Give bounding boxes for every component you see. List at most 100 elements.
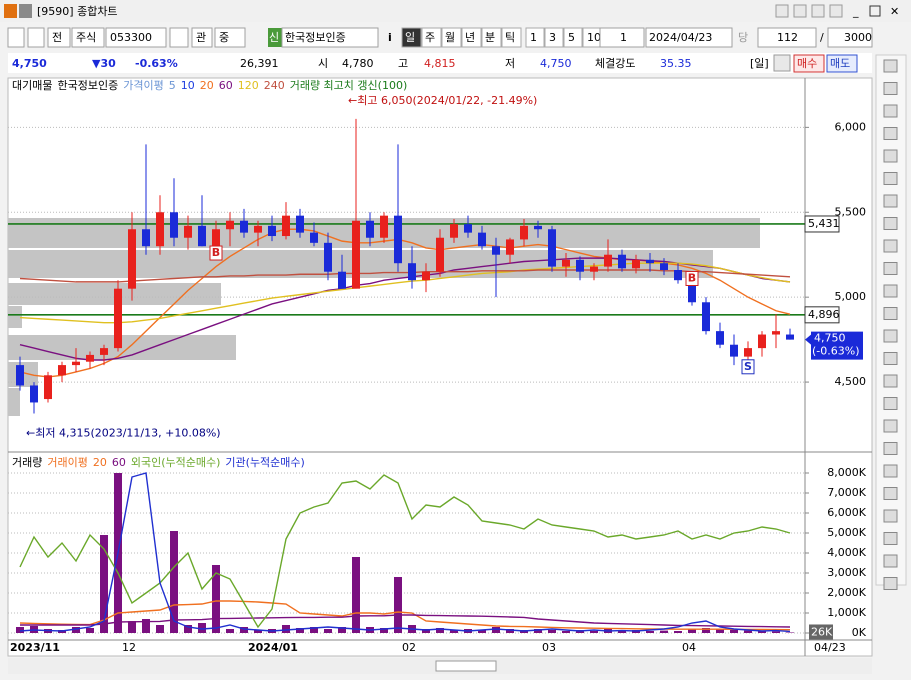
tool-icon[interactable] [883,352,898,365]
tool-icon[interactable] [883,104,898,118]
btn[interactable] [47,27,71,48]
date-box[interactable] [645,27,733,48]
search[interactable] [169,27,189,48]
stock-name: 한국정보인증 [285,31,346,44]
volume-bar [394,577,402,633]
btn[interactable] [7,27,25,48]
candle-body [744,348,752,357]
close[interactable]: ✕ [890,5,899,18]
buy-btn[interactable] [793,54,825,73]
x-tick-label: 2023/11 [10,641,60,654]
tool-icon[interactable] [883,577,898,590]
signal-marker [209,245,223,261]
y-tick-label: 4,000K [827,546,866,559]
candle-body [576,259,584,272]
legend-item: 20 [93,456,107,469]
minute: 5 [568,31,575,44]
name-box[interactable] [281,27,379,48]
volume-bar [422,629,430,633]
tool-icon[interactable] [883,217,898,230]
period-btn[interactable] [441,27,462,48]
icon[interactable] [793,4,807,18]
y-tick-label: 7,000K [827,486,866,499]
candle-body [282,215,290,237]
scroll-thumb[interactable] [435,660,497,672]
tool-icon[interactable] [883,172,898,185]
signal-marker [685,270,699,286]
btn[interactable] [214,27,246,48]
volume-bar [296,628,304,633]
btn[interactable] [191,27,213,48]
tool-icon[interactable] [883,419,898,433]
candle-body [436,237,444,272]
candle-body [464,224,472,233]
code-input[interactable] [105,27,167,48]
dang[interactable]: 당 [738,31,748,44]
tool-icon[interactable] [883,329,898,343]
current-pointer [805,334,811,345]
tool-icon[interactable] [883,487,898,500]
volume-bar [548,630,556,633]
period-btn[interactable] [401,27,422,48]
count-box[interactable] [757,27,817,48]
candle-body [646,259,654,264]
icon[interactable] [811,4,825,18]
sell-btn[interactable] [826,54,858,73]
price: 4,750 [12,57,47,70]
tool-icon[interactable] [883,194,898,208]
period-btn[interactable] [481,27,502,48]
y-tick-label: 1,000K [827,606,866,619]
select[interactable] [71,27,105,48]
max-box[interactable] [827,27,873,48]
tool-icon[interactable] [883,509,898,523]
tool-icon[interactable] [883,442,898,455]
unit-box[interactable] [599,27,645,48]
tool-icon[interactable] [883,59,898,73]
tool-icon[interactable] [883,464,898,478]
tool-icon[interactable] [883,307,898,320]
settings[interactable] [773,54,791,72]
period-btn[interactable] [461,27,482,48]
tool-icon[interactable] [883,239,898,253]
candle-body [422,271,430,281]
series-line [19,269,791,283]
minute-btn[interactable] [525,27,545,48]
tool-icon[interactable] [883,397,898,410]
minute-btn[interactable] [563,27,583,48]
tool-icon[interactable] [883,284,898,298]
tool-icon[interactable] [883,374,898,388]
info[interactable]: i [388,31,392,44]
maximize[interactable] [869,5,881,17]
candle-body [16,365,24,386]
candle-body [44,375,52,400]
y-tick-label: 5,000 [835,290,867,303]
btn[interactable] [27,27,45,48]
candle-body [534,225,542,230]
period-btn[interactable] [501,27,522,48]
volume-bar [156,625,164,633]
tool-icon[interactable] [883,82,898,95]
tool-icon[interactable] [883,554,898,568]
candle-body [30,385,38,403]
quote-bar [8,53,872,73]
icon[interactable] [829,4,843,18]
app-icon [4,4,17,18]
minimize[interactable]: _ [852,5,859,18]
volume-bar [282,625,290,633]
annotation: ←최고 6,050(2024/01/22, -21.49%) [348,94,537,107]
tool-icon[interactable] [883,127,898,140]
period-btn[interactable] [421,27,442,48]
help-icon [19,4,32,18]
tool-icon[interactable] [883,149,898,163]
minute-btn[interactable] [544,27,564,48]
count: 112 [777,31,798,44]
period: 월 [445,31,455,44]
volume-bar [786,632,794,633]
series-line [19,472,791,633]
icon[interactable] [775,4,789,18]
x-tick-label: 04 [682,641,696,654]
tool-icon[interactable] [883,262,898,275]
volume-bar [142,619,150,633]
legend-item: 거래량 최고치 갱신(100) [290,79,408,92]
tool-icon[interactable] [883,532,898,545]
